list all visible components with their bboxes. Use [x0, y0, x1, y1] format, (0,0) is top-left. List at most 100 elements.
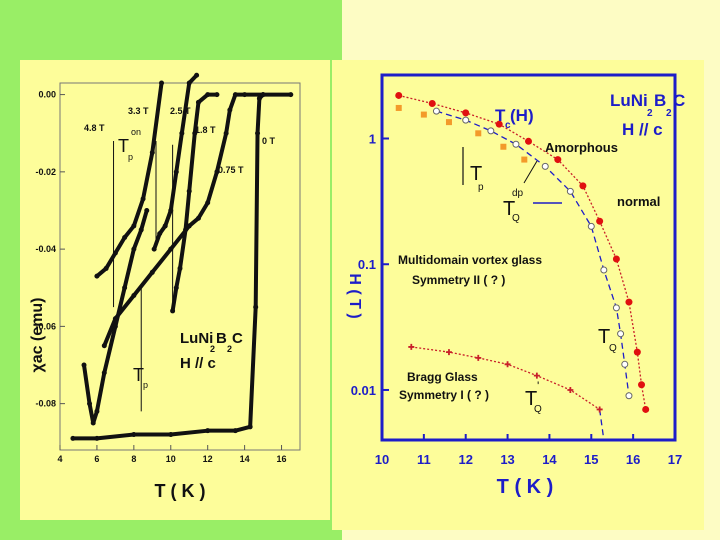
tc-data-point	[633, 348, 641, 356]
left-data-point	[131, 223, 137, 229]
left-data-point	[253, 304, 259, 310]
left-series-line	[82, 208, 149, 425]
left-data-point	[195, 99, 201, 105]
orange-data-point	[521, 156, 528, 163]
left-data-point	[170, 308, 176, 314]
left-data-point	[101, 370, 107, 376]
right-xtick-label: 11	[417, 452, 431, 467]
tq-dp-fit-curve	[436, 110, 630, 396]
label-amorphous: Amorphous	[545, 140, 618, 155]
left-data-point	[168, 207, 174, 213]
label-tc-T: T	[495, 106, 506, 125]
right-xtick-label: 16	[626, 452, 640, 467]
tc-data-point	[525, 137, 532, 145]
right-plot-frame	[380, 73, 677, 442]
left-xtick-label: 10	[166, 454, 176, 464]
left-xtick-label: 6	[94, 454, 99, 464]
left-data-point	[179, 130, 185, 136]
open-data-point	[621, 360, 629, 368]
label-left-luni-2b: 2	[227, 344, 232, 354]
label-0-75T: 0.75 T	[218, 165, 244, 175]
bragg-data-point	[596, 406, 603, 413]
label-bragg-glass: Bragg Glass	[407, 370, 478, 384]
label-multidomain: Multidomain vortex glass	[398, 253, 542, 267]
label-normal: normal	[617, 194, 660, 209]
left-data-point	[173, 285, 179, 291]
open-data-point	[587, 222, 595, 230]
left-xtick-label: 8	[131, 454, 136, 464]
right-axes: 10 11 12 13 14 15 16 17 1 0.1 0.01	[351, 73, 682, 467]
left-data-point	[90, 420, 96, 426]
tc-data-point	[428, 99, 436, 107]
left-data-point	[288, 92, 294, 98]
left-data-point	[94, 273, 100, 279]
right-xtick-label: 13	[500, 452, 514, 467]
label-tp-T-right: T	[470, 163, 482, 185]
label-left-luni-c: C	[232, 330, 243, 347]
left-data-point	[112, 323, 118, 329]
orange-data-point	[395, 104, 402, 111]
label-tqdp-dp: dp	[512, 188, 524, 199]
open-data-point	[617, 330, 625, 338]
left-data-point	[194, 72, 200, 78]
label-4-8T: 4.8 T	[84, 123, 105, 133]
tc-data-point	[395, 91, 403, 99]
right-y-axis-label: H ( T )	[346, 273, 363, 318]
bragg-data-point	[445, 349, 452, 356]
label-1-8T: 1.8 T	[195, 125, 216, 135]
open-data-point	[512, 140, 520, 148]
right-xtick-label: 14	[542, 452, 557, 467]
tc-data-point	[495, 120, 503, 128]
right-x-axis-label: T ( K )	[497, 476, 554, 498]
left-data-point	[256, 95, 262, 101]
label-tqdp-T: T	[503, 198, 515, 220]
label-3-3T: 3.3 T	[128, 106, 149, 116]
left-data-point	[94, 408, 100, 414]
left-data-point	[122, 235, 128, 241]
left-data-point	[101, 343, 107, 349]
left-data-point	[94, 435, 100, 441]
label-tq-prime-T: T	[525, 388, 537, 410]
label-right-luni-c: C	[673, 91, 685, 110]
left-data-point	[232, 92, 238, 98]
right-xtick-label: 15	[584, 452, 598, 467]
right-xtick-label: 10	[375, 452, 389, 467]
left-data-point	[144, 207, 150, 213]
label-left-luni-2a: 2	[210, 344, 215, 354]
left-data-point	[247, 424, 253, 430]
left-data-point	[242, 92, 248, 98]
bragg-data-point	[475, 354, 482, 361]
tc-data-point	[642, 405, 650, 413]
label-tq-T: T	[598, 326, 610, 348]
left-data-point	[159, 80, 165, 86]
left-data-point	[177, 265, 183, 271]
left-data-point	[151, 246, 157, 252]
left-y-axis-label: χac (emu)	[29, 297, 46, 372]
left-data-point	[149, 150, 155, 156]
left-series-line	[102, 92, 266, 348]
left-series	[70, 72, 294, 441]
right-chart-panel	[332, 60, 704, 530]
right-xtick-label: 12	[458, 452, 472, 467]
left-data-point	[192, 130, 198, 136]
label-right-luni: LuNi	[610, 91, 648, 110]
orange-data-point	[420, 111, 427, 118]
label-left-luni: LuNi	[180, 330, 213, 347]
label-tp-T: T	[133, 365, 144, 385]
left-ytick-label: -0.06	[35, 321, 56, 331]
tc-data-point	[579, 182, 587, 190]
left-data-point	[87, 401, 93, 407]
tc-data-point	[625, 298, 633, 306]
left-data-point	[214, 169, 220, 175]
label-right-luni-2b: 2	[666, 108, 672, 119]
label-tp-p-right: p	[478, 182, 484, 193]
label-right-luni-2a: 2	[647, 108, 653, 119]
label-tp-on-p: p	[128, 152, 133, 162]
tc-data-point	[462, 109, 470, 117]
left-xtick-label: 16	[277, 454, 287, 464]
left-data-point	[255, 130, 261, 136]
right-ytick-label: 1	[369, 132, 376, 147]
right-xtick-label: 17	[668, 452, 682, 467]
label-tp-on-on: on	[131, 127, 141, 137]
